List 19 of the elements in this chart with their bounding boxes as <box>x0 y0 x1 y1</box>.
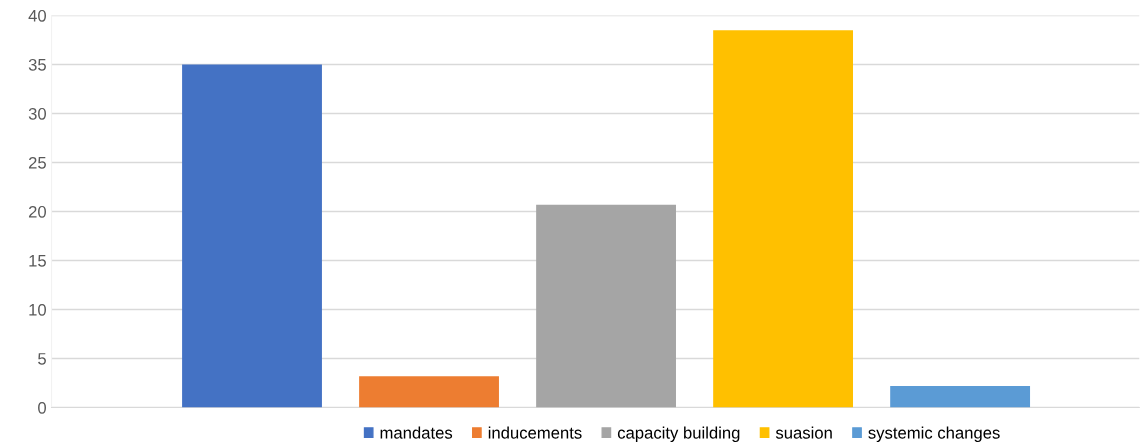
bar <box>359 376 499 408</box>
legend-label: suasion <box>775 426 832 439</box>
y-tick-label: 40 <box>28 9 47 22</box>
y-tick-label: 0 <box>38 401 47 414</box>
y-tick-label: 15 <box>29 255 46 267</box>
legend-label: mandates <box>380 426 453 439</box>
legend-label: inducements <box>488 426 582 439</box>
bar <box>536 204 676 408</box>
y-tick-label: 25 <box>28 156 46 169</box>
legend-label: capacity building <box>617 426 740 443</box>
y-tick-label: 10 <box>29 303 47 316</box>
bar <box>182 64 322 408</box>
y-tick-label: 20 <box>28 205 47 218</box>
bar <box>890 386 1031 408</box>
y-tick-label: 30 <box>28 107 47 120</box>
legend-label: systemic changes <box>868 426 1000 443</box>
y-tick-label: 35 <box>28 58 46 71</box>
y-tick-label: 5 <box>38 353 46 365</box>
bar <box>713 30 854 408</box>
